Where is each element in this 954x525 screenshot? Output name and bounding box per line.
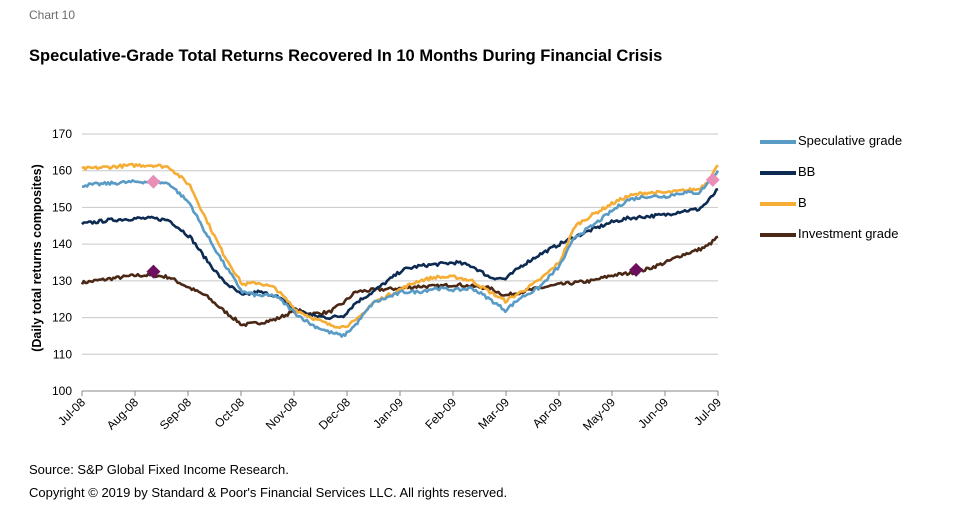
highlight-markers bbox=[146, 172, 720, 279]
series-line-b bbox=[81, 162, 719, 330]
x-tick-labels: Jul-08 Aug-08 Sep-08 Oct-08 Nov-08 Dec-08 Jan-… bbox=[55, 395, 724, 433]
series-line-bb bbox=[81, 187, 719, 321]
y-tick-170: 170 bbox=[52, 127, 72, 141]
x-tick-aug-08: Aug-08 bbox=[104, 395, 141, 432]
legend-label: Speculative grade bbox=[798, 133, 903, 148]
y-tick-140: 140 bbox=[52, 237, 72, 251]
x-tick-apr-09: Apr-09 bbox=[530, 395, 566, 431]
y-tick-160: 160 bbox=[52, 164, 72, 178]
x-tick-nov-08: Nov-08 bbox=[263, 395, 300, 432]
x-tick-jul-09: Jul-09 bbox=[691, 395, 724, 428]
diamond-marker-1 bbox=[705, 172, 720, 187]
diamond-marker-0 bbox=[146, 174, 161, 189]
x-tick-sep-08: Sep-08 bbox=[157, 395, 194, 432]
x-tick-jul-08: Jul-08 bbox=[55, 395, 88, 428]
y-tick-150: 150 bbox=[52, 200, 72, 214]
legend-swatch bbox=[760, 233, 796, 237]
copyright-note: Copyright © 2019 by Standard & Poor's Fi… bbox=[29, 485, 508, 500]
x-tick-jun-09: Jun-09 bbox=[635, 395, 671, 431]
x-tick-may-09: May-09 bbox=[580, 395, 618, 433]
y-tick-110: 110 bbox=[53, 347, 72, 361]
gridlines bbox=[81, 133, 719, 396]
y-tick-120: 120 bbox=[52, 311, 72, 325]
diamond-marker-3 bbox=[629, 262, 644, 277]
series-lines bbox=[80, 162, 720, 338]
legend-label: B bbox=[798, 195, 807, 210]
chart-label: Chart 10 bbox=[29, 8, 76, 22]
legend-label: BB bbox=[798, 164, 816, 179]
diamond-marker-2 bbox=[146, 264, 161, 279]
legend-swatch bbox=[760, 171, 796, 175]
y-tick-100: 100 bbox=[52, 384, 72, 398]
source-note: Source: S&P Global Fixed Income Research… bbox=[29, 462, 289, 477]
x-tick-feb-09: Feb-09 bbox=[422, 395, 459, 432]
legend-swatch bbox=[760, 140, 796, 144]
x-tick-mar-09: Mar-09 bbox=[475, 395, 512, 432]
legend-swatch bbox=[760, 202, 796, 206]
y-tick-130: 130 bbox=[52, 274, 72, 288]
x-tick-oct-08: Oct-08 bbox=[212, 395, 248, 431]
x-tick-jan-09: Jan-09 bbox=[370, 395, 406, 431]
chart-title: Speculative-Grade Total Returns Recovere… bbox=[29, 47, 663, 65]
series-line-speculative-grade bbox=[81, 170, 720, 338]
y-tick-labels: 100 110 120 130 140 150 160 170 bbox=[52, 127, 72, 398]
legend-label: Investment grade bbox=[798, 226, 899, 241]
x-tick-dec-08: Dec-08 bbox=[316, 395, 353, 432]
